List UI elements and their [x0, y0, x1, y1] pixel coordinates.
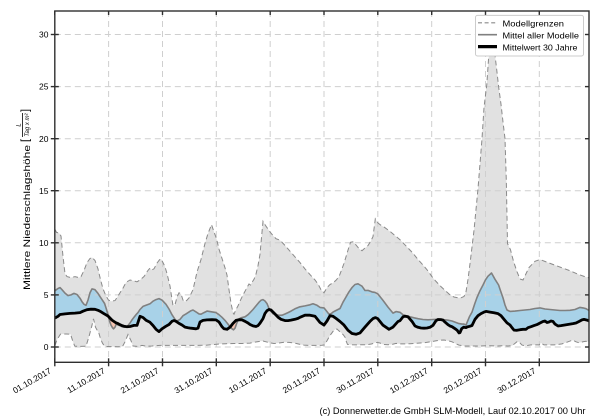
svg-text:25: 25	[39, 82, 49, 92]
svg-text:Modellgrenzen: Modellgrenzen	[503, 19, 565, 29]
svg-text:L: L	[17, 123, 23, 126]
svg-text:Mittlere Niederschlagshöhe: Mittlere Niederschlagshöhe	[22, 145, 33, 290]
svg-text:20: 20	[39, 134, 49, 144]
svg-text:5: 5	[44, 290, 49, 300]
svg-text:Mittel aller Modelle: Mittel aller Modelle	[503, 31, 580, 41]
svg-text:]: ]	[20, 109, 32, 112]
svg-text:Tag x m²: Tag x m²	[25, 112, 31, 136]
svg-text:(c) Donnerwetter.de GmbH SLM-M: (c) Donnerwetter.de GmbH SLM-Modell, Lau…	[320, 406, 586, 417]
svg-text:0: 0	[44, 342, 49, 352]
svg-text:Mittelwert 30 Jahre: Mittelwert 30 Jahre	[503, 42, 578, 52]
svg-text:[: [	[20, 139, 32, 142]
svg-text:10: 10	[39, 238, 49, 248]
svg-text:15: 15	[39, 186, 49, 196]
svg-text:30: 30	[39, 30, 49, 40]
